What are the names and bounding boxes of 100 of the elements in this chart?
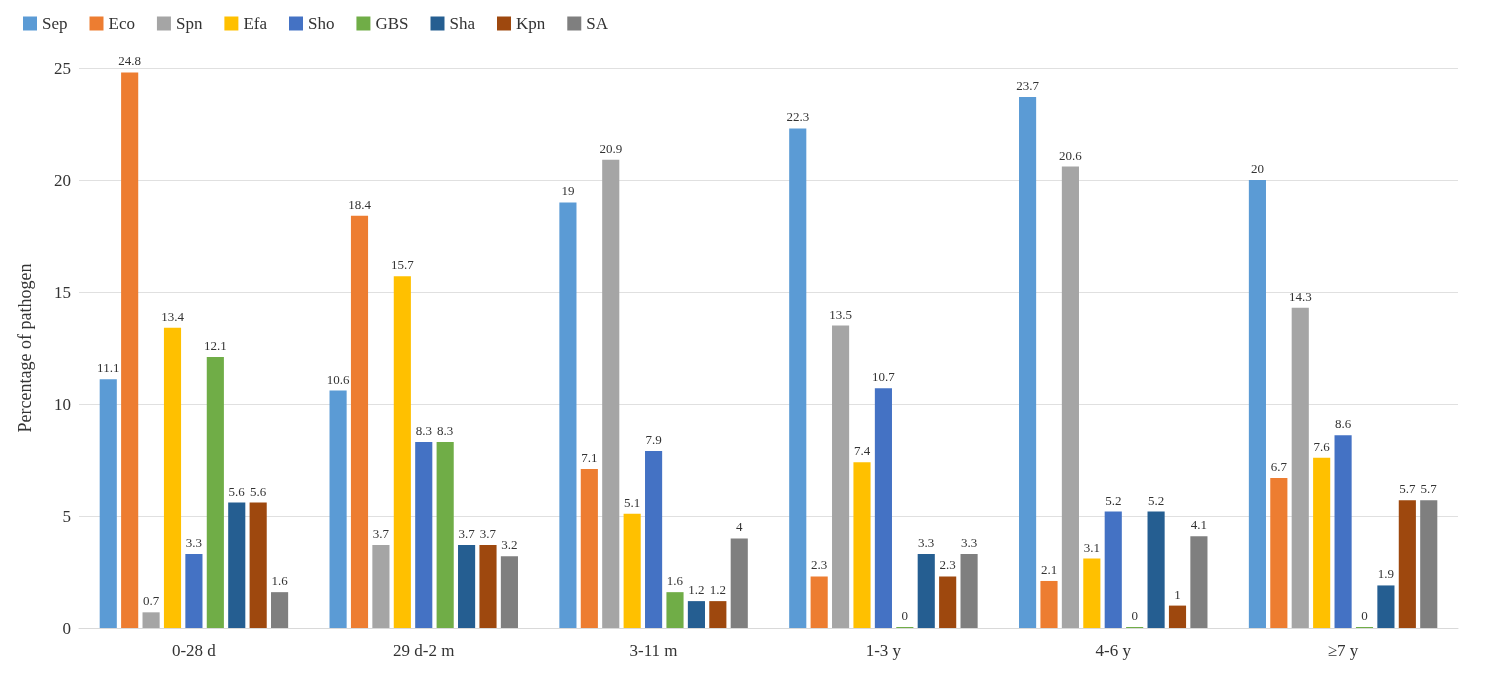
data-label: 11.1 <box>97 360 120 376</box>
bar <box>810 576 828 628</box>
bar <box>1168 605 1187 628</box>
bar <box>1190 536 1208 628</box>
data-label: 4 <box>736 519 743 535</box>
data-label: 3.7 <box>458 526 476 542</box>
data-label: 8.3 <box>437 423 454 439</box>
data-label: 20.6 <box>1059 147 1083 163</box>
bar <box>393 276 411 628</box>
bar <box>1083 558 1101 628</box>
data-label: 5.7 <box>1420 481 1438 497</box>
legend-label: Sho <box>307 14 335 33</box>
bar <box>458 545 476 628</box>
bar <box>436 442 454 628</box>
data-label: 7.4 <box>853 443 871 459</box>
bar <box>602 159 620 628</box>
bar <box>939 576 957 628</box>
bar <box>1040 580 1058 628</box>
x-tick-label: 1-3 y <box>865 641 902 660</box>
bar <box>789 128 807 628</box>
data-label: 1 <box>1174 586 1181 602</box>
data-label: 19 <box>561 183 575 199</box>
data-label: 13.4 <box>161 308 185 324</box>
data-label: 3.1 <box>1083 539 1100 555</box>
data-label: 7.9 <box>645 432 662 448</box>
y-axis-title: Percentage of pathogen <box>15 263 35 433</box>
bar <box>479 545 497 628</box>
bar <box>271 592 289 628</box>
legend-label: Kpn <box>516 14 546 33</box>
bar <box>121 72 139 628</box>
bar <box>206 356 224 628</box>
data-label: 13.5 <box>829 306 852 322</box>
data-label: 2.3 <box>811 557 828 573</box>
data-label: 3.3 <box>960 535 978 551</box>
data-label: 0 <box>1131 608 1138 623</box>
bar <box>874 388 892 628</box>
bar <box>142 612 160 628</box>
bar <box>960 554 978 628</box>
bar <box>329 390 347 628</box>
legend-label: Sha <box>449 14 476 33</box>
data-label: 10.7 <box>872 369 896 385</box>
x-tick-label: ≥7 y <box>1327 641 1359 660</box>
data-label: 1.6 <box>271 573 289 589</box>
data-label: 3.2 <box>501 537 518 553</box>
data-label: 6.7 <box>1270 458 1288 474</box>
data-label: 14.3 <box>1288 288 1312 304</box>
data-label: 7.6 <box>1313 438 1331 454</box>
data-label: 22.3 <box>786 109 810 125</box>
data-label: 1.9 <box>1377 566 1395 582</box>
data-label: 1.2 <box>709 582 726 598</box>
x-tick-label: 0-28 d <box>171 641 217 660</box>
data-label: 3.7 <box>479 526 497 542</box>
bar <box>1334 435 1352 628</box>
bar <box>1420 500 1438 628</box>
x-tick-label: 3-11 m <box>629 641 678 660</box>
data-label: 0 <box>901 608 909 623</box>
data-label: 5.6 <box>228 483 246 499</box>
data-label: 20 <box>1250 161 1264 176</box>
bar <box>666 592 684 628</box>
bar <box>1270 477 1288 628</box>
bar <box>1248 180 1266 628</box>
data-label: 5.2 <box>1147 492 1165 508</box>
bar <box>853 462 871 628</box>
data-label: 5.6 <box>250 483 267 499</box>
data-label: 3.7 <box>372 526 390 542</box>
bar <box>372 545 390 628</box>
bar <box>99 379 117 628</box>
data-label: 7.1 <box>581 449 598 465</box>
bar <box>687 601 705 628</box>
bar <box>185 554 203 628</box>
bar <box>730 538 748 628</box>
data-label: 23.7 <box>1016 78 1040 94</box>
bar <box>1313 457 1331 628</box>
data-label: 18.4 <box>348 196 372 212</box>
bar <box>249 502 267 628</box>
data-label: 3.3 <box>918 535 935 551</box>
data-label: 1.2 <box>688 582 705 598</box>
data-label: 24.8 <box>118 53 142 69</box>
bar <box>350 215 369 628</box>
data-label: 0.7 <box>142 593 160 609</box>
legend-label: GBS <box>375 14 409 33</box>
y-tick-label: 0 <box>62 618 71 638</box>
bar <box>1061 166 1079 628</box>
bar <box>1147 511 1165 628</box>
bar <box>832 325 850 628</box>
legend-label: Eco <box>108 14 135 33</box>
x-tick-label: 4-6 y <box>1095 641 1132 660</box>
legend-label: Spn <box>175 14 203 33</box>
data-label: 12.1 <box>203 337 227 353</box>
y-tick-label: 25 <box>54 58 71 78</box>
bar <box>709 601 727 628</box>
bar <box>1377 585 1395 628</box>
data-label: 3.3 <box>185 535 203 551</box>
bar <box>1291 307 1309 628</box>
legend-label: Sep <box>42 14 68 33</box>
data-label: 15.7 <box>390 257 415 273</box>
bar <box>580 468 598 628</box>
data-label: 2.1 <box>1040 561 1058 577</box>
data-label: 5.2 <box>1105 492 1122 508</box>
data-label: 2.3 <box>939 557 956 573</box>
